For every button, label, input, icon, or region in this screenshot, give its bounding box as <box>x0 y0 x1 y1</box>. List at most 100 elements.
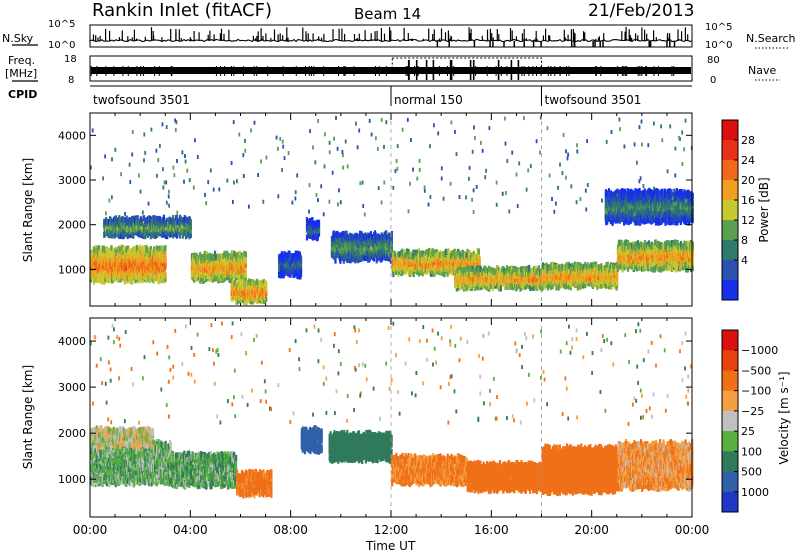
heatmap-cell <box>120 261 124 268</box>
heatmap-cell <box>403 249 406 256</box>
heatmap-cell <box>132 226 135 233</box>
heatmap-cell <box>100 266 103 273</box>
heatmap-cell <box>455 251 458 258</box>
heatmap-cell <box>132 216 135 223</box>
heatmap-cell <box>448 261 451 267</box>
heatmap-cell <box>507 271 510 278</box>
heatmap-cell <box>368 251 371 258</box>
heatmap-cell <box>145 219 148 226</box>
heatmap-cell <box>393 265 396 272</box>
heatmap-cell <box>357 242 360 249</box>
heatmap-cell <box>351 234 354 241</box>
heatmap-cell <box>125 215 128 222</box>
heatmap-cell <box>492 269 495 276</box>
heatmap-cell <box>122 273 125 280</box>
heatmap-cell <box>155 220 158 227</box>
heatmap-cell <box>494 269 497 276</box>
heatmap-cell <box>368 255 371 262</box>
heatmap-cell <box>111 264 114 271</box>
heatmap-cell <box>383 231 386 238</box>
heatmap-cell <box>222 257 225 264</box>
heatmap-cell <box>95 273 98 280</box>
heatmap-cell <box>469 270 472 277</box>
heatmap-cell <box>100 249 103 256</box>
heatmap-cell <box>433 249 436 256</box>
cpid-segment-label: normal 150 <box>394 93 463 107</box>
heatmap-cell <box>107 277 110 284</box>
heatmap-cell <box>447 248 450 255</box>
heatmap-cell <box>297 255 300 262</box>
heatmap-cell <box>154 233 157 240</box>
heatmap-cell <box>239 279 243 286</box>
heatmap-cell <box>127 227 130 234</box>
heatmap-cell <box>339 241 342 248</box>
heatmap-cell <box>91 269 94 276</box>
heatmap-cell <box>342 242 345 249</box>
heatmap-cell <box>240 257 243 264</box>
heatmap-cell <box>432 260 435 267</box>
heatmap-cell <box>215 268 218 275</box>
heatmap-cell <box>233 279 237 286</box>
heatmap-cell <box>342 231 345 238</box>
heatmap-cell <box>367 234 371 241</box>
heatmap-cell <box>148 227 151 233</box>
heatmap-cell <box>494 279 497 286</box>
heatmap-cell <box>138 266 141 273</box>
heatmap-cell <box>297 266 300 273</box>
heatmap-cell <box>293 253 296 260</box>
heatmap-cell <box>134 273 137 280</box>
heatmap-cell <box>388 246 391 252</box>
heatmap-cell <box>236 272 239 279</box>
heatmap-cell <box>417 270 420 277</box>
heatmap-cell <box>142 261 145 268</box>
heatmap-cell <box>278 254 281 261</box>
heatmap-cell <box>432 270 435 277</box>
heatmap-cell <box>349 233 352 239</box>
heatmap-cell <box>134 251 137 258</box>
heatmap-cell <box>98 268 101 275</box>
heatmap-cell <box>510 277 513 284</box>
heatmap-cell <box>499 276 502 283</box>
heatmap-cell <box>120 216 123 223</box>
heatmap-cell <box>128 249 131 255</box>
heatmap-cell <box>423 253 426 260</box>
heatmap-cell <box>102 278 106 285</box>
heatmap-cell <box>109 260 112 267</box>
heatmap-cell <box>466 269 469 276</box>
heatmap-cell <box>332 230 335 237</box>
heatmap-cell <box>111 250 114 257</box>
heatmap-cell <box>160 231 164 238</box>
heatmap-cell <box>142 227 145 234</box>
heatmap-cell <box>100 272 103 279</box>
heatmap-cell <box>349 241 352 248</box>
heatmap-cell <box>455 258 458 265</box>
heatmap-cell <box>339 247 342 254</box>
heatmap-cell <box>140 249 143 256</box>
heatmap-cell <box>507 276 510 283</box>
heatmap-cell <box>136 215 139 222</box>
heatmap-cell <box>93 269 96 276</box>
heatmap-cell <box>114 215 117 222</box>
heatmap-cell <box>398 251 401 258</box>
heatmap-cell <box>159 224 162 231</box>
heatmap-cell <box>169 218 172 225</box>
heatmap-cell <box>107 232 110 239</box>
heatmap-cell <box>237 268 240 275</box>
nsky-tick-bottom: 10^0 <box>48 40 75 51</box>
heatmap-cell <box>169 231 172 238</box>
heatmap-cell <box>240 264 243 271</box>
heatmap-cell <box>105 251 109 258</box>
freq-band <box>91 67 691 74</box>
heatmap-cell <box>243 270 246 277</box>
heatmap-cell <box>336 249 339 256</box>
heatmap-cell <box>206 251 209 258</box>
heatmap-cell <box>90 256 93 263</box>
heatmap-cell <box>478 257 481 264</box>
heatmap-cell <box>104 255 107 262</box>
heatmap-cell <box>311 234 315 241</box>
heatmap-cell <box>361 245 364 252</box>
heatmap-cell <box>146 216 149 223</box>
heatmap-cell <box>93 247 96 254</box>
heatmap-cell <box>278 258 281 265</box>
heatmap-cell <box>265 296 268 303</box>
